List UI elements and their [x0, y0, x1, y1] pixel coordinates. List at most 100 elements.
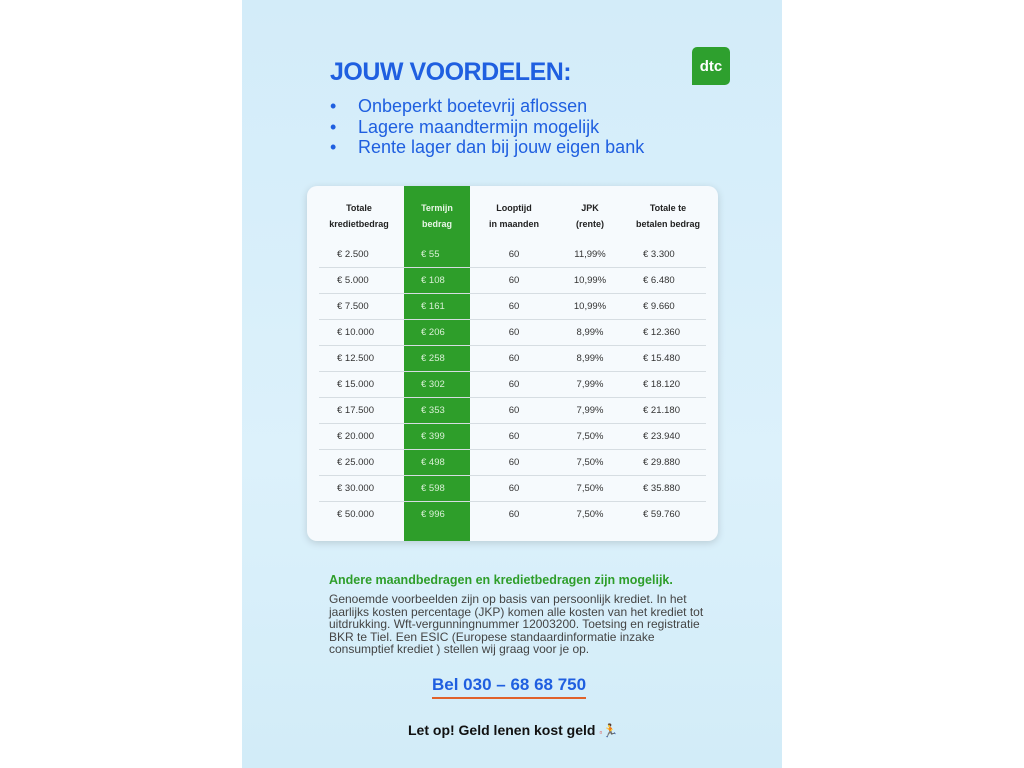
page-title: JOUW VOORDELEN: — [330, 58, 572, 86]
table-cell: 8,99% — [576, 327, 604, 338]
table-row: € 30.000 € 598 60 7,50% € 35.880 — [307, 475, 718, 501]
table-cell: € 21.180 — [643, 405, 680, 416]
table-cell: 10,99% — [573, 275, 607, 286]
table-cell: 7,99% — [576, 379, 604, 390]
column-header: Termijn bedrag — [404, 200, 470, 232]
row-divider — [319, 501, 706, 502]
list-item: • Rente lager dan bij jouw eigen bank — [330, 137, 644, 158]
benefit-text: Lagere maandtermijn mogelijk — [358, 116, 600, 137]
table-cell: 60 — [508, 379, 520, 390]
flyer: JOUW VOORDELEN: dtc • Onbeperkt boetevrij… — [242, 0, 782, 768]
table-cell: € 25.000 — [337, 457, 374, 468]
table-cell: 60 — [508, 457, 520, 468]
column-header: Totale kredietbedrag — [319, 200, 399, 232]
table-cell: 60 — [508, 431, 520, 442]
header-line: JPK — [581, 203, 599, 213]
table-cell: € 996 — [421, 509, 445, 520]
header-line: in maanden — [488, 219, 539, 229]
table-cell: 7,50% — [576, 431, 604, 442]
table-row: € 20.000 € 399 60 7,50% € 23.940 — [307, 423, 718, 449]
bullet-icon: • — [330, 96, 337, 116]
header-line: (rente) — [575, 219, 604, 229]
table-cell: 60 — [508, 353, 520, 364]
table-cell: 7,50% — [576, 509, 604, 520]
benefits-list: • Onbeperkt boetevrij aflossen • Lagere ma… — [330, 96, 644, 158]
row-divider — [319, 267, 706, 268]
header-line: Termijn — [421, 203, 453, 213]
table-cell: € 12.500 — [337, 353, 374, 364]
table-row: € 2.500 € 55 60 11,99% € 3.300 — [307, 241, 718, 267]
table-cell: 7,50% — [576, 457, 604, 468]
table-cell: € 35.880 — [643, 483, 680, 494]
table-cell: 11,99% — [574, 249, 606, 260]
table-cell: € 302 — [421, 379, 445, 390]
header-line: Totale — [346, 203, 372, 213]
table-row: € 7.500 € 161 60 10,99% € 9.660 — [307, 293, 718, 319]
table-cell: 60 — [508, 327, 520, 338]
table-row: € 5.000 € 108 60 10,99% € 6.480 — [307, 267, 718, 293]
table-cell: € 6.480 — [643, 275, 675, 286]
table-cell: 7,99% — [576, 405, 604, 416]
table-cell: € 12.360 — [643, 327, 680, 338]
table-cell: € 498 — [421, 457, 445, 468]
table-cell: € 7.500 — [337, 301, 369, 312]
benefit-text: Onbeperkt boetevrij aflossen — [358, 96, 588, 116]
table-cell: € 59.760 — [643, 509, 680, 520]
header-line: Looptijd — [496, 203, 532, 213]
table-cell: € 206 — [421, 327, 445, 338]
column-header: Looptijd in maanden — [475, 200, 553, 232]
list-item: • Onbeperkt boetevrij aflossen — [330, 96, 644, 117]
dtc-logo: dtc — [692, 47, 730, 85]
table-cell: € 9.660 — [643, 301, 675, 312]
phone-link[interactable]: Bel 030 – 68 68 750 — [432, 675, 587, 699]
table-cell: € 17.500 — [337, 405, 374, 416]
table-cell: € 598 — [421, 483, 445, 494]
table-cell: € 3.300 — [643, 249, 675, 260]
table-cell: € 353 — [421, 405, 445, 416]
header-line: kredietbedrag — [329, 219, 389, 229]
table-cell: 7,50% — [576, 483, 604, 494]
table-cell: 60 — [508, 249, 520, 260]
subtitle: Andere maandbedragen en kredietbedragen … — [329, 573, 673, 587]
bullet-icon: • — [330, 116, 337, 137]
table-cell: 60 — [508, 301, 520, 312]
table-cell: € 55 — [421, 249, 440, 260]
row-divider — [319, 475, 706, 476]
table-cell: € 161 — [421, 301, 445, 312]
benefit-text: Rente lager dan bij jouw eigen bank — [358, 137, 645, 157]
table-cell: € 399 — [421, 431, 445, 442]
column-header: Totale te betalen bedrag — [625, 200, 711, 232]
row-divider — [319, 423, 706, 424]
table-cell: 60 — [508, 405, 520, 416]
table-cell: € 258 — [421, 353, 445, 364]
table-cell: 60 — [508, 509, 520, 520]
table-row: € 25.000 € 498 60 7,50% € 29.880 — [307, 449, 718, 475]
table-row: € 12.500 € 258 60 8,99% € 15.480 — [307, 345, 718, 371]
table-cell: € 23.940 — [643, 431, 680, 442]
warning-label: Let op! Geld lenen kost geld — [408, 722, 596, 738]
table-cell: 8,99% — [576, 353, 604, 364]
row-divider — [319, 293, 706, 294]
table-cell: € 18.120 — [643, 379, 680, 390]
table-cell: € 15.480 — [643, 353, 680, 364]
row-divider — [319, 397, 706, 398]
table-cell: € 20.000 — [337, 431, 374, 442]
runner-icon: ▫🏃 — [599, 723, 619, 738]
table-cell: 10,99% — [573, 301, 607, 312]
header-line: Totale te — [649, 203, 687, 213]
highlight-column — [404, 186, 470, 541]
table-cell: € 10.000 — [337, 327, 374, 338]
loan-table: Totale kredietbedrag Termijn bedrag Looptijd… — [307, 186, 718, 541]
table-row: € 50.000 € 996 60 7,50% € 59.760 — [307, 501, 718, 527]
table-row: € 17.500 € 353 60 7,99% € 21.180 — [307, 397, 718, 423]
bullet-icon: • — [330, 137, 337, 157]
row-divider — [319, 345, 706, 346]
table-row: € 15.000 € 302 60 7,99% € 18.120 — [307, 371, 718, 397]
row-divider — [319, 449, 706, 450]
row-divider — [319, 371, 706, 372]
table-cell: € 5.000 — [337, 275, 369, 286]
table-cell: € 108 — [421, 275, 445, 286]
row-divider — [319, 319, 706, 320]
column-header: JPK (rente) — [557, 200, 623, 232]
table-cell: € 50.000 — [337, 509, 374, 520]
